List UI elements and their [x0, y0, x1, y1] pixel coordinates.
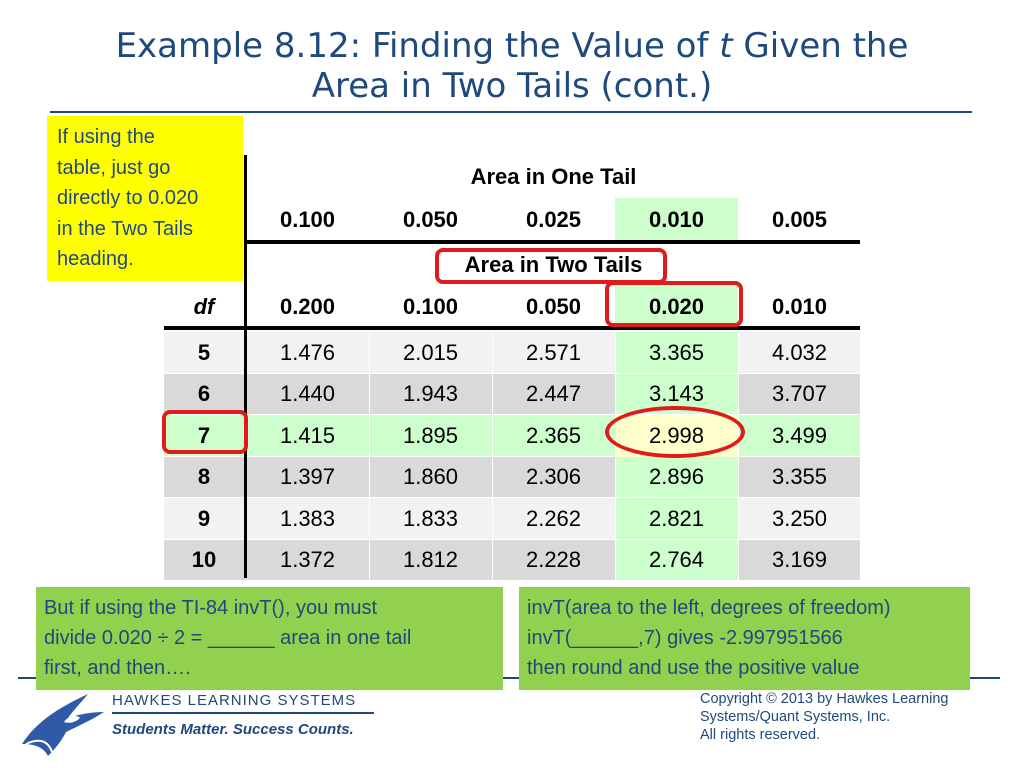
one-tail-value: 0.050: [402, 206, 459, 232]
table-cell: 2.262: [525, 505, 582, 531]
slide-title: Example 8.12: Finding the Value of t Giv…: [40, 26, 984, 106]
table-cell: 3.707: [771, 381, 828, 407]
table-row-bg: [164, 373, 860, 415]
df-value: 8: [197, 464, 211, 490]
table-cell: 3.365: [648, 339, 705, 365]
table-cell: 1.415: [279, 422, 336, 448]
highlight-band-two-tails: [615, 285, 738, 327]
row-separator: [164, 538, 860, 540]
table-row-bg: [164, 332, 860, 374]
table-instruction-note: If using the table, just go directly to …: [47, 116, 243, 281]
table-cell: 3.355: [771, 464, 828, 490]
company-divider: [112, 712, 374, 714]
two-tails-value: 0.200: [279, 293, 336, 319]
column-separator: [615, 332, 616, 581]
title-line-1: Example 8.12: Finding the Value of t Giv…: [115, 26, 909, 66]
highlight-column-cell: [615, 456, 738, 498]
column-separator: [369, 332, 370, 581]
table-cell: 2.896: [648, 464, 705, 490]
footer-divider-left: [18, 677, 36, 679]
two-tails-value: 0.010: [771, 293, 828, 319]
table-cell: 3.169: [771, 547, 828, 573]
table-row-bg: [164, 498, 860, 540]
table-cell: 2.306: [525, 464, 582, 490]
column-0020-highlight: [605, 281, 743, 327]
column-separator: [738, 332, 739, 581]
table-cell: 1.397: [279, 464, 336, 490]
answer-cell-highlight: [605, 406, 745, 458]
ti84-instruction-note: But if using the TI-84 invT(), you must …: [36, 587, 503, 690]
table-cell: 1.476: [279, 339, 336, 365]
one-tail-value: 0.010: [648, 206, 705, 232]
table-vertical-rule: [244, 155, 247, 578]
table-cell: 2.228: [525, 547, 582, 573]
table-cell: 1.895: [402, 422, 459, 448]
table-cell: 1.860: [402, 464, 459, 490]
table-cell: 1.440: [279, 381, 336, 407]
row-separator: [164, 497, 860, 498]
table-cell: 1.383: [279, 505, 336, 531]
column-separator: [492, 332, 493, 581]
two-tails-value: 0.100: [402, 293, 459, 319]
table-cell: 2.571: [525, 339, 582, 365]
row-separator: [164, 414, 860, 415]
df-value: 6: [197, 381, 211, 407]
df-value: 5: [197, 339, 211, 365]
df-value: 9: [197, 505, 211, 531]
table-cell: 2.764: [648, 547, 705, 573]
two-tails-heading: Area in Two Tails: [464, 252, 643, 277]
table-cell: 3.499: [771, 422, 828, 448]
row-separator: [164, 455, 860, 457]
company-name: HAWKES LEARNING SYSTEMS: [112, 692, 357, 709]
one-tail-value: 0.005: [771, 206, 828, 232]
two-tails-heading-highlight: [435, 248, 667, 284]
table-cell: 2.365: [525, 422, 582, 448]
title-line-2: Area in Two Tails (cont.): [311, 66, 713, 106]
footer-divider-right: [970, 677, 1000, 679]
one-tail-heading: Area in One Tail: [470, 164, 637, 189]
df-value: 7: [197, 422, 211, 448]
table-cell: 2.821: [648, 505, 705, 531]
table-cell: 3.143: [648, 381, 705, 407]
table-cell: 1.812: [402, 547, 459, 573]
row-separator: [164, 372, 860, 374]
df-7-highlight: [162, 410, 248, 454]
table-rule-one-tail: [244, 240, 860, 244]
copyright-notice: Copyright © 2013 by Hawkes Learning Syst…: [700, 691, 949, 743]
highlight-band-one-tail: [615, 198, 738, 240]
table-cell: 1.372: [279, 547, 336, 573]
df-column-label: df: [193, 293, 215, 319]
title-divider: [50, 111, 972, 113]
table-cell: 4.032: [771, 339, 828, 365]
company-tagline: Students Matter. Success Counts.: [112, 721, 354, 738]
highlight-column-cell: [615, 332, 738, 374]
table-cell: 1.943: [402, 381, 459, 407]
footer-divider-mid: [503, 677, 519, 679]
table-cell: 3.250: [771, 505, 828, 531]
highlight-column-cell: [615, 539, 738, 581]
table-row-bg: [164, 456, 860, 498]
table-cell: 2.447: [525, 381, 582, 407]
table-cell: 1.833: [402, 505, 459, 531]
eagle-logo-icon: [22, 694, 104, 756]
one-tail-value: 0.100: [279, 206, 336, 232]
row-separator: [164, 580, 860, 581]
one-tail-value: 0.025: [525, 206, 582, 232]
two-tails-value: 0.050: [525, 293, 582, 319]
invt-syntax-note: invT(area to the left, degrees of freedo…: [519, 587, 970, 690]
table-row-bg: [164, 539, 860, 581]
highlight-column-cell: [615, 498, 738, 540]
two-tails-value: 0.020: [648, 293, 705, 319]
df-value: 10: [191, 547, 217, 573]
table-cell: 2.015: [402, 339, 459, 365]
table-rule-header: [164, 326, 860, 330]
